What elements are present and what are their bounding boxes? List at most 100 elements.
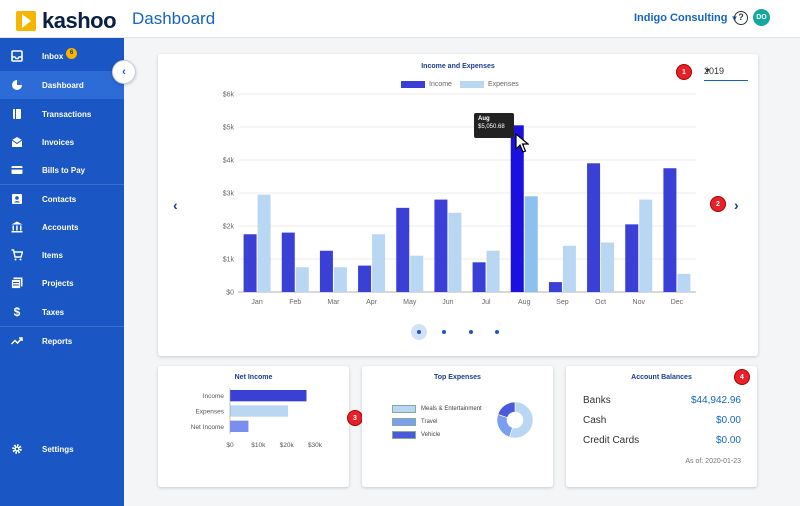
company-switcher[interactable]: Indigo Consulting ▼ [634,12,738,24]
sidebar-item-transactions[interactable]: Transactions [0,100,124,128]
balance-value: $0.00 [715,415,741,426]
expenses-bar [639,199,653,292]
annotation-marker-1: 1 [676,64,692,80]
tooltip-value: $5,050.68 [478,124,505,130]
y-tick-label: $6k [223,92,235,99]
sidebar-item-items[interactable]: Items [0,241,124,269]
sidebar-item-label: Accounts [42,222,79,232]
donut-slice [496,414,513,438]
expenses-bar [448,212,462,292]
income-expenses-chart: $0 $1k $2k $3k $4k $5k $6k Jan Feb Mar Apr May Jun Ju… [223,92,696,306]
income-bar [587,163,601,292]
expenses-bar [677,273,691,292]
bank-icon [11,221,23,233]
top-expenses-legend: Meals & Entertainment Travel Vehicle [392,402,482,441]
chevron-left-icon[interactable]: ‹ [173,197,178,213]
income-bar [358,265,372,292]
credit-card-icon [11,164,23,176]
sidebar-item-inbox[interactable]: Inbox 6 [0,42,124,70]
annotation-marker-2: 2 [710,196,726,212]
expenses-bar [562,245,576,292]
legend-label: Travel [421,418,438,425]
sidebar-item-taxes[interactable]: $ Taxes [0,298,124,326]
chart-legend: Income Expenses [401,81,527,88]
x-tick-label: Nov [633,299,646,306]
collapse-sidebar-button[interactable]: ‹ [112,60,136,84]
x-tick-label: Sep [556,299,569,306]
sidebar-item-reports[interactable]: Reports [0,327,124,355]
x-tick-label: Apr [366,299,378,306]
y-tick-label: $0 [226,290,234,297]
legend-item: Travel [392,415,482,428]
pagination-dot[interactable] [469,330,473,334]
pagination-dot[interactable] [417,330,421,334]
sidebar-item-label: Items [42,250,63,260]
logo-text: kashoo [42,8,117,33]
sidebar-item-label: Bills to Pay [42,165,86,175]
help-icon[interactable]: ? [734,11,748,25]
legend-item-income[interactable]: Income [401,81,452,88]
x-tick-label: $20k [280,442,295,449]
contact-card-icon [11,193,23,205]
sidebar-item-label: Settings [42,444,74,454]
dollar-icon: $ [13,305,21,319]
pagination-dot[interactable] [442,330,446,334]
income-bar [396,207,410,292]
legend-swatch [392,430,416,439]
account-balances-title: Account Balances [631,374,692,381]
expenses-bar [524,196,538,292]
balance-row-banks[interactable]: Banks $44,942.96 [583,395,741,406]
legend-swatch [401,81,425,88]
sidebar: Inbox 6 Dashboard Transactions Invoices … [0,38,124,506]
envelope-icon [11,136,23,148]
book-icon [11,108,23,120]
tooltip-month: Aug [478,116,490,122]
x-tick-label: Jun [442,299,453,306]
x-tick-label: Dec [671,299,684,306]
x-tick-label: $10k [251,442,266,449]
sidebar-item-settings[interactable]: Settings [0,435,124,463]
income-bar [663,168,677,292]
x-tick-label: $30k [308,442,323,449]
gear-icon [11,443,23,455]
top-expenses-card: Top Expenses Meals & Entertainment Trave… [362,366,553,487]
top-expenses-title: Top Expenses [434,374,481,381]
kashoo-logo-icon [16,11,36,31]
y-tick-label: Net Income [191,424,225,431]
balance-row-cash[interactable]: Cash $0.00 [583,415,741,426]
pagination-dot[interactable] [495,330,499,334]
x-tick-label: Jul [482,299,491,306]
sidebar-divider [0,326,124,327]
balance-label: Cash [583,415,607,426]
donut-slice [497,401,516,418]
top-bar: kashoo Dashboard Indigo Consulting ▼ ? DO [0,0,800,38]
balance-row-credit-cards[interactable]: Credit Cards $0.00 [583,435,741,446]
caret-down-icon: ▼ [704,68,711,75]
sidebar-item-dashboard[interactable]: Dashboard [0,71,124,99]
sidebar-item-accounts[interactable]: Accounts [0,213,124,241]
sidebar-item-projects[interactable]: Projects [0,269,124,297]
y-tick-label: $2k [223,224,235,231]
x-tick-label: Aug [518,299,531,306]
sidebar-item-contacts[interactable]: Contacts [0,185,124,213]
chevron-right-icon[interactable]: › [734,197,739,213]
sidebar-item-bills-to-pay[interactable]: Bills to Pay [0,156,124,184]
avatar[interactable]: DO [753,9,770,26]
donut-slice [509,401,534,439]
x-tick-label: Feb [289,299,301,306]
sidebar-item-invoices[interactable]: Invoices [0,128,124,156]
x-tick-label: May [403,299,417,306]
y-tick-label: $3k [223,191,235,198]
net-income-bar [230,420,249,432]
legend-item: Meals & Entertainment [392,402,482,415]
income-bar [510,125,524,292]
annotation-marker-3: 3 [347,410,363,426]
legend-item-expenses[interactable]: Expenses [459,81,519,88]
legend-label: Vehicle [421,431,441,438]
sidebar-item-label: Taxes [42,307,65,317]
year-select[interactable]: 2019 ▼ [704,64,748,81]
as-of-date: As of: 2020-01-23 [685,458,741,465]
inbox-count-badge: 6 [66,48,77,59]
y-tick-label: $5k [223,125,235,132]
kashoo-logo[interactable]: kashoo [16,8,117,34]
